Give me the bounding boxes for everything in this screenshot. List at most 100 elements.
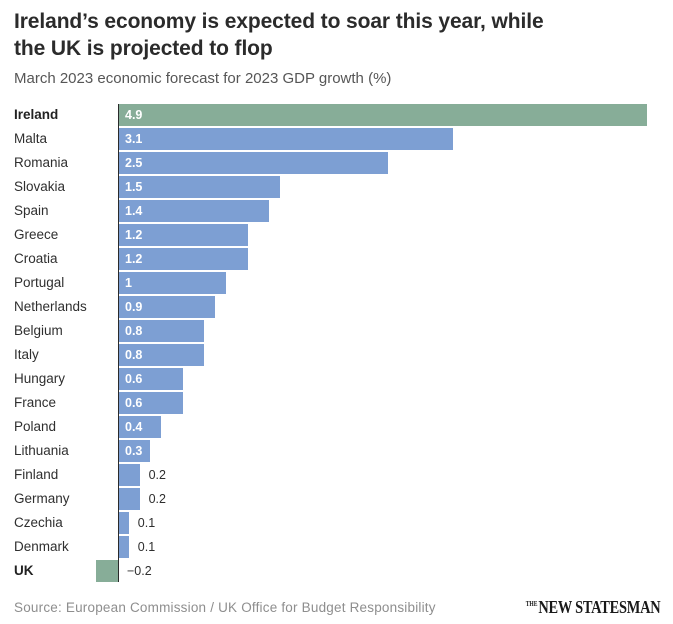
bar	[118, 296, 216, 318]
bar-track: 1.2	[118, 248, 673, 270]
country-label: Poland	[14, 419, 57, 434]
chart-footer: Source: European Commission / UK Office …	[0, 582, 673, 618]
value-label: 0.6	[125, 396, 143, 410]
bar-track: 4.9	[118, 104, 673, 126]
zero-axis-line	[118, 104, 119, 582]
country-label: Lithuania	[14, 443, 69, 458]
value-label: 0.2	[148, 468, 166, 482]
value-label: 1.2	[125, 252, 143, 266]
bar-chart: Ireland 4.9 Malta 3.1 Romania 2.5 Slovakia 1.5 S…	[0, 104, 673, 582]
page-title: Ireland’s economy is expected to soar th…	[14, 8, 659, 62]
bar	[118, 248, 248, 270]
bar	[118, 104, 648, 126]
source-note: Source: European Commission / UK Office …	[14, 600, 436, 615]
bar	[118, 392, 183, 414]
country-label: Belgium	[14, 323, 63, 338]
country-label: Malta	[14, 131, 48, 146]
chart-row: Italy 0.8	[0, 344, 673, 366]
value-label: 2.5	[125, 156, 143, 170]
value-label: 0.3	[125, 444, 143, 458]
value-label: −0.2	[127, 564, 152, 578]
country-label: France	[14, 395, 57, 410]
bar-track: 0.1	[118, 512, 673, 534]
value-label: 0.8	[125, 348, 143, 362]
value-label: 1.4	[125, 204, 143, 218]
chart-row: Lithuania 0.3	[0, 440, 673, 462]
bar-track: 0.1	[118, 536, 673, 558]
country-label: Denmark	[14, 539, 69, 554]
country-label: Netherlands	[14, 299, 87, 314]
bar-track: 1.4	[118, 200, 673, 222]
bar	[118, 536, 129, 558]
bar	[118, 128, 453, 150]
bar-track: 0.3	[118, 440, 673, 462]
bar-track: 0.4	[118, 416, 673, 438]
chart-row: Greece 1.2	[0, 224, 673, 246]
bar-track: 0.6	[118, 368, 673, 390]
value-label: 1	[125, 276, 132, 290]
chart-row: Ireland 4.9	[0, 104, 673, 126]
bar-track: 0.9	[118, 296, 673, 318]
bar	[118, 440, 151, 462]
brand-logo-name: NEW STATESMAN	[537, 597, 660, 617]
country-label: Czechia	[14, 515, 63, 530]
value-label: 0.1	[137, 516, 156, 530]
bar	[118, 416, 162, 438]
chart-header: Ireland’s economy is expected to soar th…	[0, 0, 673, 89]
chart-row: Czechia 0.1	[0, 512, 673, 534]
country-label: UK	[14, 563, 34, 578]
country-label: Ireland	[14, 107, 59, 122]
chart-row: Belgium 0.8	[0, 320, 673, 342]
value-label: 1.2	[125, 228, 143, 242]
bar	[118, 488, 140, 510]
value-label: 0.6	[125, 372, 143, 386]
chart-row: UK −0.2	[0, 560, 673, 582]
chart-row: Hungary 0.6	[0, 368, 673, 390]
chart-row: Netherlands 0.9	[0, 296, 673, 318]
value-label: 0.9	[125, 300, 143, 314]
bar	[118, 272, 226, 294]
value-label: 4.9	[125, 108, 143, 122]
country-label: Italy	[14, 347, 39, 362]
chart-row: Denmark 0.1	[0, 536, 673, 558]
chart-row: Finland 0.2	[0, 464, 673, 486]
country-label: Germany	[14, 491, 70, 506]
value-label: 3.1	[125, 132, 143, 146]
chart-row: Croatia 1.2	[0, 248, 673, 270]
bar	[118, 200, 270, 222]
brand-logo: THENEW STATESMAN	[525, 597, 660, 618]
country-label: Finland	[14, 467, 59, 482]
bar	[118, 512, 129, 534]
bar	[96, 560, 118, 582]
bar-track: 3.1	[118, 128, 673, 150]
country-label: Hungary	[14, 371, 66, 386]
bar	[118, 464, 140, 486]
brand-logo-the: THE	[525, 600, 538, 608]
country-label: Greece	[14, 227, 59, 242]
chart-row: Slovakia 1.5	[0, 176, 673, 198]
chart-row: Romania 2.5	[0, 152, 673, 174]
value-label: 0.1	[137, 540, 156, 554]
chart-row: Germany 0.2	[0, 488, 673, 510]
bar-track: −0.2	[96, 560, 673, 582]
bar	[118, 320, 205, 342]
chart-row: France 0.6	[0, 392, 673, 414]
bar	[118, 176, 280, 198]
chart-row: Portugal 1	[0, 272, 673, 294]
bar-track: 1	[118, 272, 673, 294]
country-label: Spain	[14, 203, 49, 218]
country-label: Portugal	[14, 275, 65, 290]
bar-track: 1.5	[118, 176, 673, 198]
bar-track: 0.8	[118, 344, 673, 366]
chart-subtitle: March 2023 economic forecast for 2023 GD…	[14, 70, 392, 87]
title-line-1: Ireland’s economy is expected to soar th…	[14, 10, 544, 33]
country-label: Croatia	[14, 251, 58, 266]
bar-track: 0.6	[118, 392, 673, 414]
value-label: 0.4	[125, 420, 143, 434]
bar	[118, 224, 248, 246]
bar-track: 0.8	[118, 320, 673, 342]
chart-row: Poland 0.4	[0, 416, 673, 438]
bar	[118, 368, 183, 390]
bar-track: 2.5	[118, 152, 673, 174]
